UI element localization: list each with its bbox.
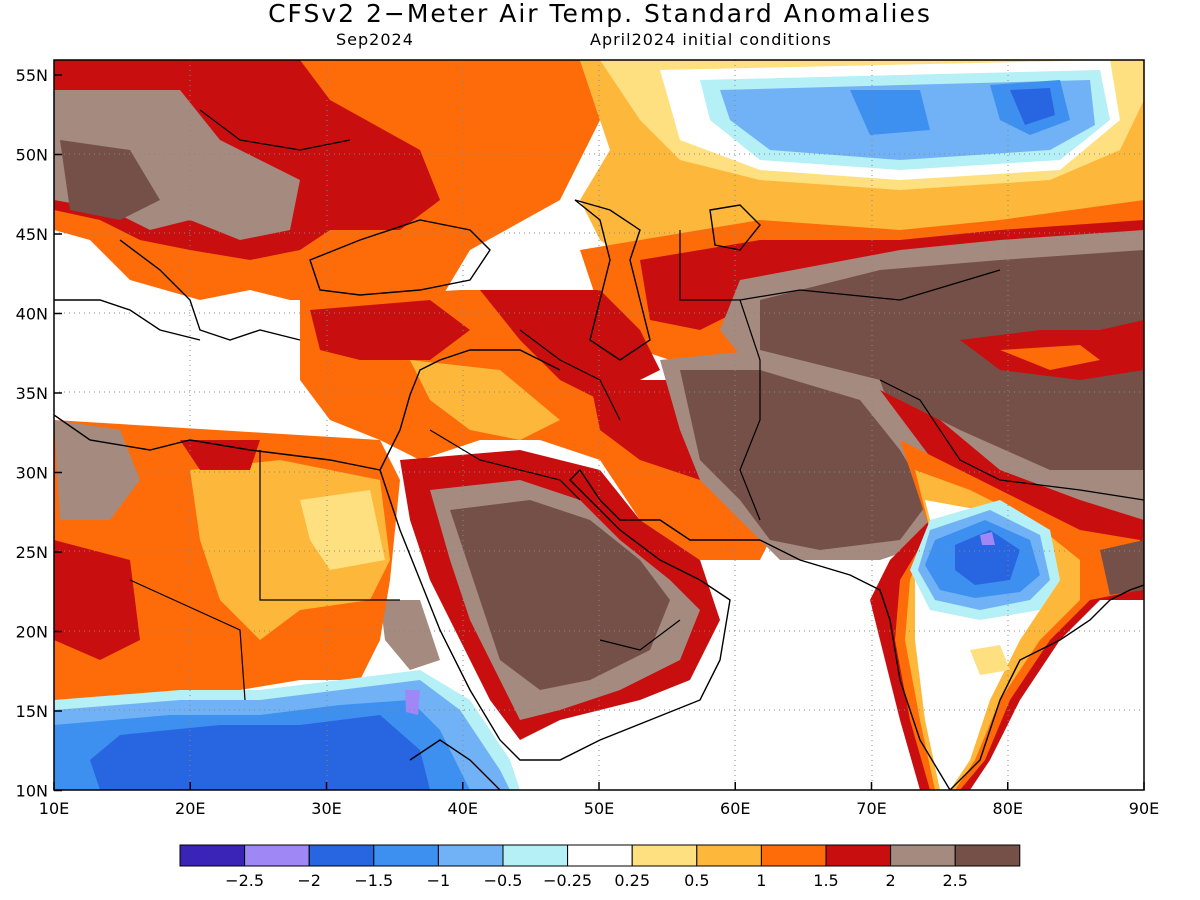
colorbar-label: 1.5 (813, 871, 838, 890)
initial-conditions-label: April2024 initial conditions (590, 30, 832, 49)
chart-title: CFSv2 2−Meter Air Temp. Standard Anomali… (268, 0, 932, 28)
colorbar-swatch (954, 844, 1021, 867)
colorbar-label: 0.25 (614, 871, 650, 890)
colorbar-swatch (179, 844, 246, 867)
colorbar-label: −0.25 (543, 871, 592, 890)
colorbar-label: 0.5 (684, 871, 709, 890)
colorbar-swatch (437, 844, 504, 867)
latitude-axis: 55N 50N 45N 40N 35N 30N 25N 20N 15N 10N (16, 66, 62, 801)
colorbar-label: −1 (427, 871, 451, 890)
lat-tick-label: 20N (16, 623, 48, 642)
longitude-axis: 10E 20E 30E 40E 50E 60E 70E 80E 90E (39, 782, 1159, 818)
lat-tick-label: 25N (16, 543, 48, 562)
lon-tick-label: 80E (993, 799, 1023, 818)
lon-tick-label: 70E (856, 799, 886, 818)
colorbar-swatch (567, 844, 633, 867)
colorbar-label: 2 (886, 871, 896, 890)
lat-tick-label: 50N (16, 146, 48, 165)
colorbar-label: −0.5 (484, 871, 523, 890)
lat-tick-label: 10N (16, 782, 48, 801)
colorbar-label: −1.5 (354, 871, 393, 890)
colorbar-swatch (696, 844, 762, 867)
lon-tick-label: 60E (720, 799, 750, 818)
colorbar-label: 1 (756, 871, 766, 890)
colorbar-swatch (825, 844, 892, 867)
lon-tick-label: 10E (39, 799, 69, 818)
lat-tick-label: 40N (16, 305, 48, 324)
colorbar-swatch (244, 844, 310, 867)
country-borders (129, 109, 1144, 701)
colorbar-swatch (502, 844, 569, 867)
lon-tick-label: 40E (448, 799, 478, 818)
colorbar-label: 2.5 (942, 871, 967, 890)
graticule (54, 60, 1144, 790)
colorbar-swatch (890, 844, 956, 867)
lat-tick-label: 35N (16, 384, 48, 403)
colorbar: −2.5 −2 −1.5 −1 −0.5 −0.25 0.25 0.5 1 1.5 2 2.5 (179, 844, 1021, 890)
colorbar-swatch (308, 844, 375, 867)
lon-tick-label: 90E (1129, 799, 1159, 818)
lat-tick-label: 15N (16, 702, 48, 721)
lat-tick-label: 30N (16, 464, 48, 483)
lon-tick-label: 30E (311, 799, 341, 818)
colorbar-swatch (760, 844, 827, 867)
colorbar-swatch (631, 844, 698, 867)
lat-tick-label: 45N (16, 225, 48, 244)
colorbar-label: −2 (297, 871, 321, 890)
coastlines (54, 199, 1144, 790)
lon-tick-label: 20E (175, 799, 205, 818)
lat-tick-label: 55N (16, 66, 48, 85)
colorbar-swatch (373, 844, 439, 867)
colorbar-label: −2.5 (225, 871, 264, 890)
valid-month-label: Sep2024 (336, 30, 414, 49)
lon-tick-label: 50E (584, 799, 614, 818)
